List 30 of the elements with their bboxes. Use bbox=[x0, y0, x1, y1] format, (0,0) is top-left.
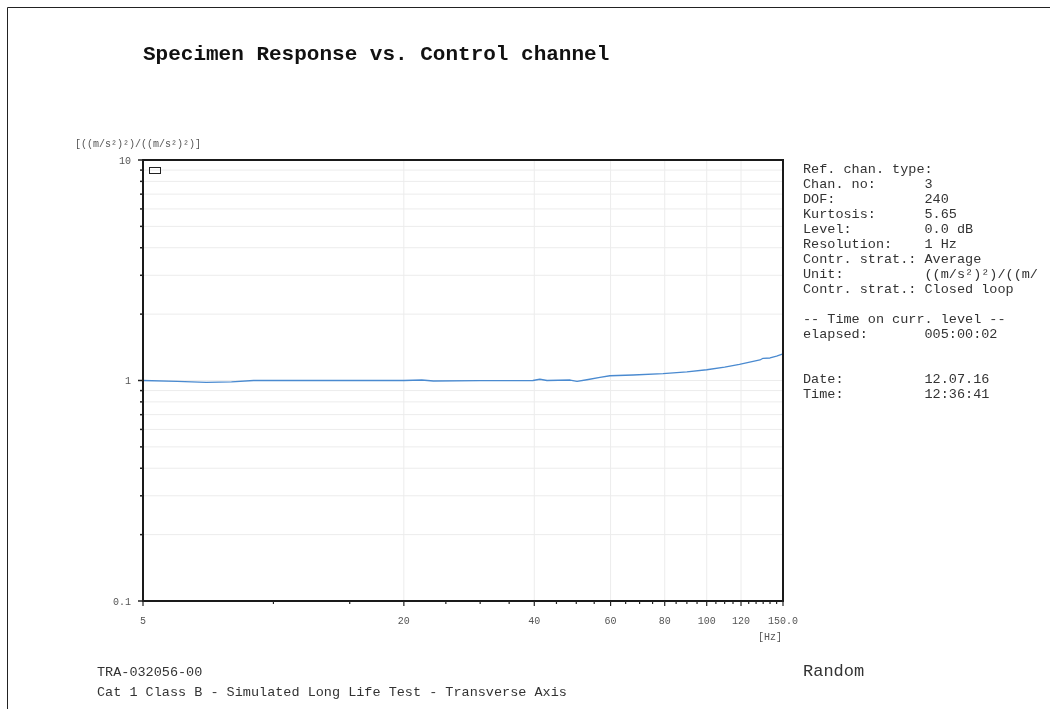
text: Resolution: 1 Hz bbox=[803, 236, 957, 252]
x-tick-label: 80 bbox=[658, 616, 671, 627]
x-tick-label: 150.0 bbox=[767, 616, 799, 627]
text: Level: 0.0 dB bbox=[803, 221, 974, 237]
x-tick-label: 5 bbox=[139, 616, 147, 627]
text: Unit: ((m/s²)²)/((m/ bbox=[803, 266, 1038, 282]
text: Contr. strat.: Closed loop bbox=[803, 281, 1014, 297]
y-tick-label: 10 bbox=[118, 155, 131, 167]
text: Contr. strat.: Average bbox=[803, 251, 982, 267]
y-tick-label: 1 bbox=[124, 376, 131, 387]
x-tick-label: 100 bbox=[697, 616, 716, 627]
chart-title: Specimen Response vs. Control channel bbox=[143, 43, 610, 66]
text: Chan. no: 3 bbox=[803, 176, 933, 192]
text: -- Time on curr. level -- bbox=[803, 311, 1006, 327]
text: DOF: 240 bbox=[803, 191, 949, 207]
text: Random bbox=[803, 661, 865, 681]
x-tick-label: 60 bbox=[604, 616, 617, 627]
text: Cat 1 Class B - Simulated Long Life Test - Transverse Axis bbox=[97, 684, 567, 700]
text: Time: 12:36:41 bbox=[803, 386, 990, 402]
x-axis-title: [Hz] bbox=[757, 632, 783, 643]
y-axis-title: [((m/s²)²)/((m/s²)²)] bbox=[75, 139, 202, 150]
text: elapsed: 005:00:02 bbox=[803, 326, 998, 342]
x-tick-label: 20 bbox=[397, 616, 410, 627]
y-tick-label: 0.1 bbox=[112, 596, 131, 608]
x-tick-label: 40 bbox=[528, 616, 541, 627]
text: Kurtosis: 5.65 bbox=[803, 206, 957, 222]
x-tick-label: 120 bbox=[732, 616, 751, 627]
text: Date: 12.07.16 bbox=[803, 371, 990, 387]
text: TRA-032056-00 bbox=[97, 664, 203, 680]
text: Ref. chan. type: bbox=[803, 161, 933, 177]
